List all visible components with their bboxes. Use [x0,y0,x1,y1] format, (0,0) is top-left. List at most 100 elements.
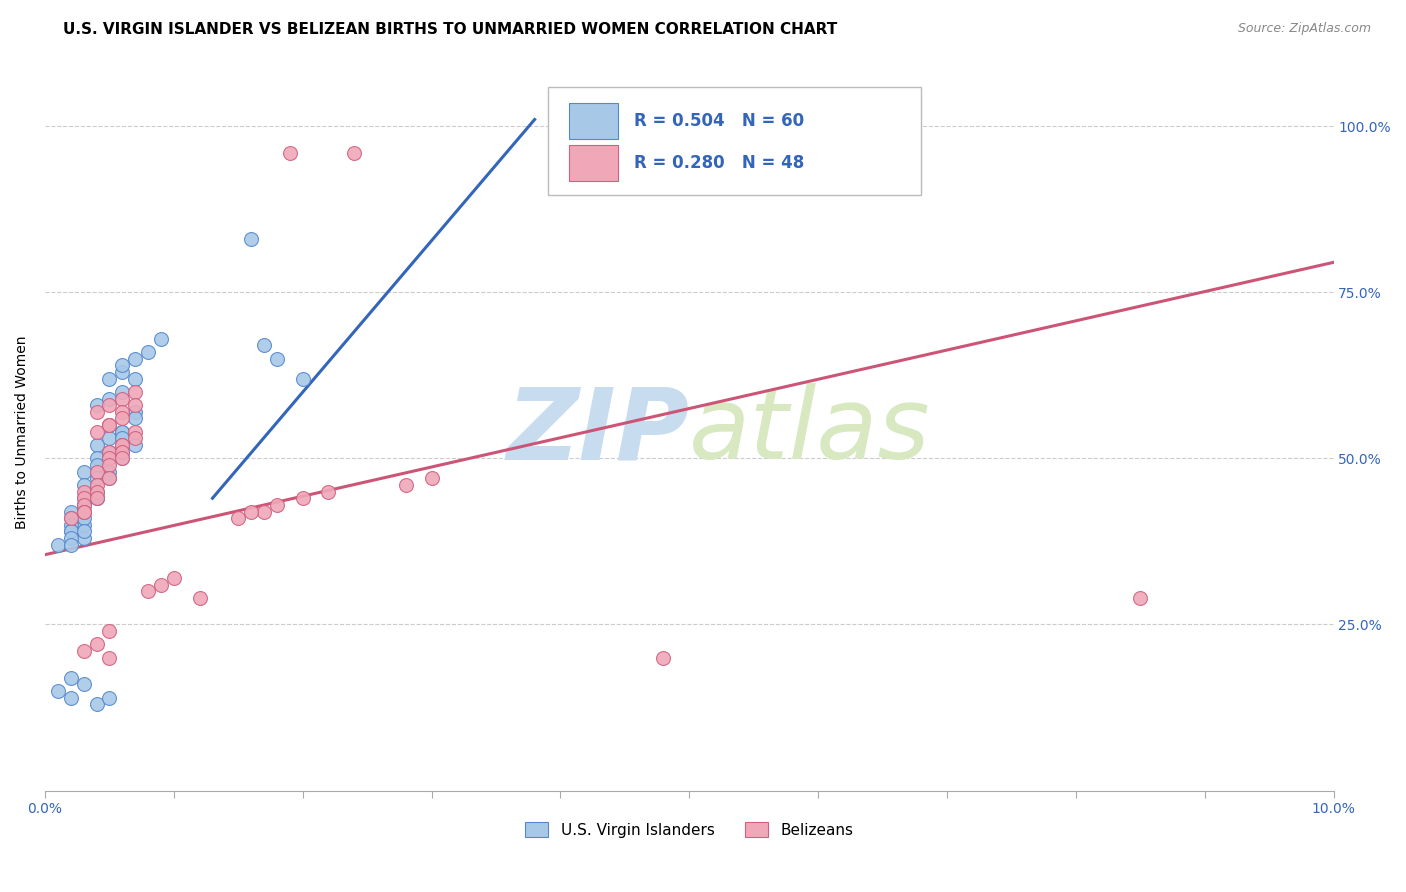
Point [86,471,108,485]
Point [59,524,82,539]
Point [124,411,146,425]
Point [86,438,108,452]
Point [136,584,159,599]
Point [98,432,121,446]
Point [188,591,211,605]
Point [124,398,146,412]
Point [86,451,108,466]
Point [111,432,134,446]
Point [59,511,82,525]
Point [86,491,108,506]
Point [72,504,94,518]
Point [86,458,108,472]
Point [163,571,186,585]
Point [111,411,134,425]
Text: R = 0.504   N = 60: R = 0.504 N = 60 [634,112,804,130]
FancyBboxPatch shape [569,103,619,139]
Point [278,145,301,160]
Point [59,538,82,552]
Point [98,458,121,472]
Point [240,504,263,518]
Legend: U.S. Virgin Islanders, Belizeans: U.S. Virgin Islanders, Belizeans [519,815,859,844]
Text: Source: ZipAtlas.com: Source: ZipAtlas.com [1237,22,1371,36]
Point [343,145,366,160]
Point [86,491,108,506]
Point [86,637,108,651]
Point [98,444,121,458]
Point [59,524,82,539]
Point [72,491,94,506]
Point [72,531,94,545]
Point [98,418,121,433]
Point [291,491,314,506]
Point [124,432,146,446]
Point [59,671,82,685]
Point [253,338,276,352]
Point [111,365,134,379]
Point [111,444,134,458]
Point [72,504,94,518]
Point [124,438,146,452]
Point [111,425,134,439]
Point [111,451,134,466]
Point [59,511,82,525]
Point [86,478,108,492]
Point [72,517,94,532]
Point [136,345,159,359]
Point [111,444,134,458]
Point [226,511,249,525]
Point [98,471,121,485]
Point [86,484,108,499]
Point [72,484,94,499]
Point [1129,591,1152,605]
Point [72,478,94,492]
Point [266,498,288,512]
Point [124,425,146,439]
Point [98,451,121,466]
Point [111,359,134,373]
Point [395,478,418,492]
Point [149,577,172,591]
Point [111,438,134,452]
Text: R = 0.280   N = 48: R = 0.280 N = 48 [634,154,804,172]
Point [420,471,443,485]
Point [46,684,69,698]
Point [72,644,94,658]
Point [124,405,146,419]
Y-axis label: Births to Unmarried Women: Births to Unmarried Women [15,335,30,529]
FancyBboxPatch shape [547,87,921,195]
Point [98,371,121,385]
Point [86,484,108,499]
Point [98,418,121,433]
Point [240,232,263,246]
Point [652,650,675,665]
FancyBboxPatch shape [569,145,619,181]
Point [86,491,108,506]
Point [98,392,121,406]
Point [86,405,108,419]
Point [98,624,121,639]
Point [253,504,276,518]
Point [72,498,94,512]
Point [291,371,314,385]
Point [98,471,121,485]
Point [111,405,134,419]
Point [98,418,121,433]
Point [86,398,108,412]
Point [98,465,121,479]
Text: atlas: atlas [689,384,931,480]
Point [72,524,94,539]
Point [98,444,121,458]
Point [86,425,108,439]
Point [124,384,146,399]
Point [59,531,82,545]
Point [111,384,134,399]
Point [86,697,108,711]
Point [111,425,134,439]
Point [72,677,94,691]
Point [124,351,146,366]
Point [318,484,340,499]
Point [59,517,82,532]
Point [72,498,94,512]
Point [111,392,134,406]
